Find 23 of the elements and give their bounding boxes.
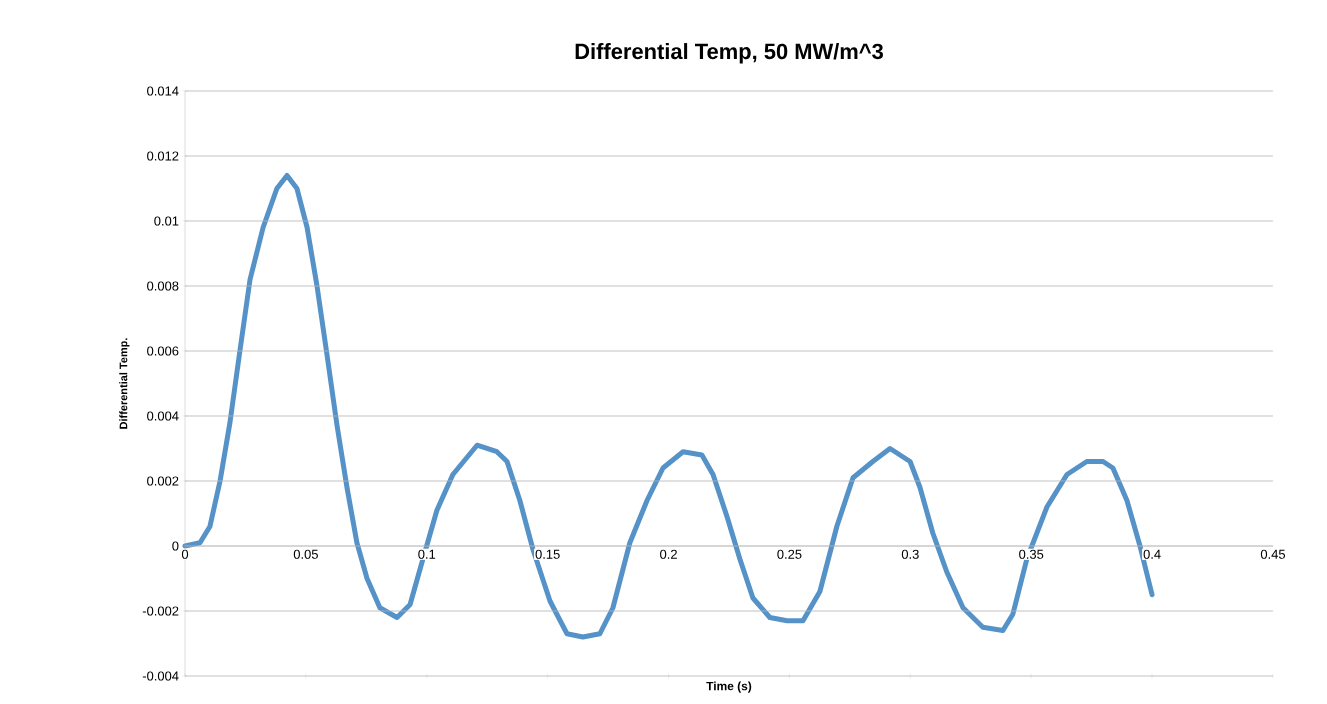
x-axis-title: Time (s) [706, 681, 752, 693]
y-tick-label: 0.012 [147, 151, 179, 161]
x-tick-label: 0.15 [535, 549, 560, 559]
x-tick-label: 0 [181, 549, 189, 559]
chart-title: Differential Temp, 50 MW/m^3 [575, 43, 883, 64]
x-tick-label: 0.1 [418, 549, 436, 559]
y-tick-label: 0.014 [147, 86, 179, 96]
x-tick-label: 0.2 [660, 549, 677, 559]
y-axis-title: Differential Temp. [119, 338, 130, 429]
x-tick-label: 0.3 [901, 549, 919, 559]
y-tick-label: -0.004 [142, 671, 179, 681]
y-tick-label: 0.008 [147, 281, 179, 291]
x-tick-label: 0.35 [1019, 549, 1044, 559]
y-tick-label: -0.002 [142, 606, 179, 616]
x-tick-label: 0.25 [777, 549, 802, 559]
y-tick-label: 0.01 [154, 216, 179, 226]
x-tick-label: 0.45 [1260, 549, 1286, 559]
y-tick-label: 0.006 [147, 346, 179, 356]
x-tick-label: 0.05 [293, 549, 318, 559]
y-tick-label: 0.002 [147, 476, 179, 486]
y-tick-label: 0 [172, 541, 179, 551]
x-tick-label: 0.4 [1143, 549, 1161, 559]
y-tick-label: 0.004 [147, 411, 179, 421]
